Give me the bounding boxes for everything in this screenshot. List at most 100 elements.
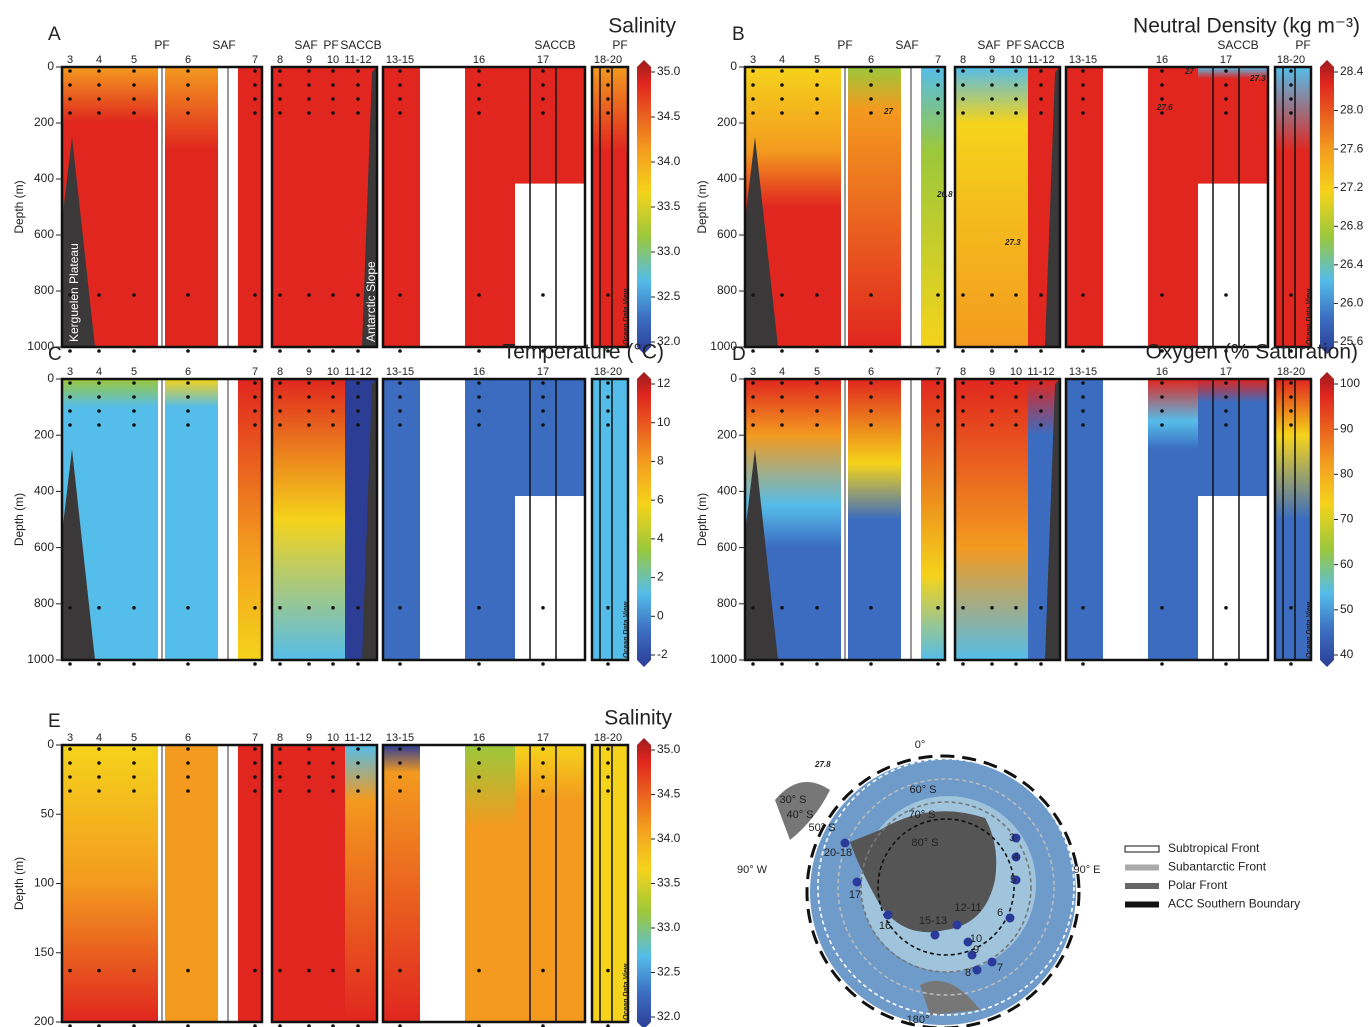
colorbar-label: 28.4 bbox=[1340, 64, 1364, 78]
colorbar-label: 0 bbox=[657, 608, 664, 622]
y-tick-label: 400 bbox=[717, 171, 737, 185]
section-frame bbox=[1064, 377, 1270, 662]
sample-dot bbox=[1160, 83, 1164, 87]
map-label: 0° bbox=[915, 739, 926, 751]
map-label: 90° E bbox=[1073, 864, 1100, 876]
sample-dot bbox=[541, 349, 545, 353]
sample-dot bbox=[307, 968, 311, 973]
sample-dot bbox=[132, 761, 136, 765]
sample-dot bbox=[1039, 69, 1043, 73]
sample-dot bbox=[278, 761, 282, 765]
sample-dot bbox=[1014, 97, 1018, 101]
y-tick-label: 200 bbox=[717, 427, 737, 441]
sample-dot bbox=[1039, 293, 1043, 297]
front-label: SACCB bbox=[340, 38, 381, 52]
sample-dot bbox=[132, 111, 136, 115]
sample-dot bbox=[541, 69, 545, 73]
sample-dot bbox=[1039, 423, 1043, 427]
sample-dot bbox=[961, 69, 965, 73]
station-label: 18-20 bbox=[594, 732, 622, 744]
section-field bbox=[165, 67, 218, 347]
section-field bbox=[592, 379, 628, 660]
sample-dot bbox=[751, 97, 755, 101]
y-tick-label: 600 bbox=[717, 540, 737, 554]
sample-dot bbox=[961, 423, 965, 427]
panel-title: Salinity bbox=[604, 707, 672, 730]
sample-dot bbox=[68, 83, 72, 87]
sample-dot bbox=[815, 83, 819, 87]
sample-dot bbox=[97, 381, 101, 385]
contour-label: 27.3 bbox=[1004, 238, 1021, 247]
sample-dot bbox=[398, 293, 402, 297]
front-label: PF bbox=[1295, 38, 1310, 52]
station-label: 8 bbox=[277, 366, 283, 378]
map-land bbox=[775, 782, 980, 1015]
sample-dot bbox=[869, 83, 873, 87]
section-field bbox=[1198, 496, 1268, 651]
colorbar-label: 80 bbox=[1340, 467, 1354, 481]
sample-dot bbox=[751, 83, 755, 87]
front-label: SAF bbox=[977, 38, 1000, 52]
station-label: 17 bbox=[1220, 54, 1232, 66]
map-front bbox=[817, 758, 1075, 1016]
y-tick-label: 400 bbox=[717, 484, 737, 498]
section-field bbox=[515, 67, 585, 185]
sample-dot bbox=[97, 775, 101, 779]
colorbar-label: -2 bbox=[657, 647, 668, 661]
sample-dot bbox=[253, 381, 257, 385]
sample-dot bbox=[1224, 293, 1228, 297]
sample-dot bbox=[477, 409, 481, 413]
sample-dot bbox=[186, 747, 190, 751]
sample-dot bbox=[356, 775, 360, 779]
sample-dot bbox=[1289, 83, 1293, 87]
sample-dot bbox=[68, 761, 72, 765]
station-marker bbox=[1005, 913, 1015, 923]
sample-dot bbox=[1289, 97, 1293, 101]
sample-dot bbox=[278, 395, 282, 399]
sample-dot bbox=[307, 423, 311, 427]
map-station-label: 3 bbox=[1009, 832, 1015, 844]
sample-dot bbox=[97, 69, 101, 73]
contour-label: 27 bbox=[1184, 67, 1194, 76]
station-label: 17 bbox=[537, 366, 549, 378]
sample-dot bbox=[541, 381, 545, 385]
sample-dot bbox=[356, 423, 360, 427]
station-marker bbox=[963, 937, 973, 947]
y-tick-label: 800 bbox=[717, 283, 737, 297]
section-frame bbox=[60, 377, 264, 662]
station-label: 3 bbox=[67, 366, 73, 378]
section-frame bbox=[590, 65, 630, 349]
sample-dot bbox=[186, 1024, 190, 1027]
sample-dot bbox=[780, 83, 784, 87]
station-label: 8 bbox=[277, 732, 283, 744]
sample-dot bbox=[331, 409, 335, 413]
map-label: 90° W bbox=[737, 864, 768, 876]
sample-dot bbox=[398, 968, 402, 973]
colorbar-label: 32.5 bbox=[657, 289, 681, 303]
sample-dot bbox=[97, 761, 101, 765]
sample-dot bbox=[398, 761, 402, 765]
sample-dot bbox=[307, 83, 311, 87]
sample-dot bbox=[132, 83, 136, 87]
sample-dot bbox=[1224, 662, 1228, 666]
sample-dot bbox=[1289, 293, 1293, 297]
section-frame bbox=[270, 65, 379, 349]
sample-dot bbox=[186, 968, 190, 973]
sample-dot bbox=[68, 69, 72, 73]
section-field bbox=[383, 745, 420, 1022]
sample-dot bbox=[1289, 606, 1293, 610]
station-label: 10 bbox=[327, 732, 339, 744]
section-field bbox=[921, 379, 945, 660]
colorbar-label: 26.0 bbox=[1340, 296, 1364, 310]
front-label: SAF bbox=[294, 38, 317, 52]
sample-dot bbox=[331, 293, 335, 297]
sample-dot bbox=[97, 423, 101, 427]
sample-dot bbox=[1014, 423, 1018, 427]
sample-dot bbox=[606, 761, 610, 765]
sample-dot bbox=[1289, 662, 1293, 666]
colorbar bbox=[1320, 60, 1334, 354]
sample-dot bbox=[331, 111, 335, 115]
section-field bbox=[955, 379, 1028, 660]
sample-dot bbox=[751, 662, 755, 666]
sample-dot bbox=[477, 747, 481, 751]
